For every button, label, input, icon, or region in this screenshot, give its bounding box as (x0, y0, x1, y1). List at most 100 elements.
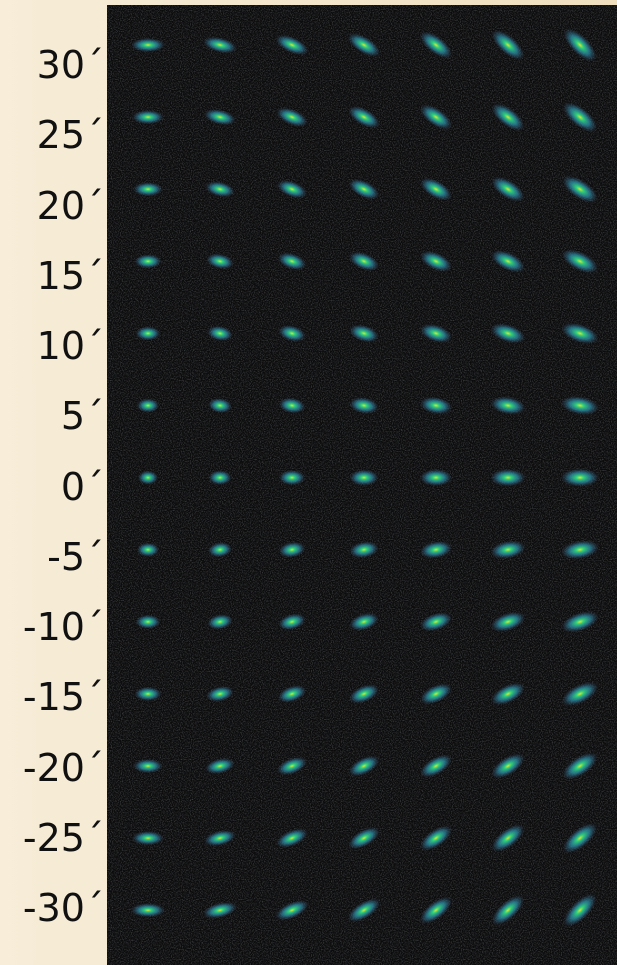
spot (561, 540, 599, 560)
spot (420, 683, 452, 705)
spot (562, 175, 598, 203)
spot (420, 324, 452, 343)
spot (135, 614, 161, 629)
spot (204, 109, 236, 126)
spot (277, 756, 307, 776)
spot (561, 249, 599, 274)
spot (491, 753, 525, 779)
row-label: -25´ (22, 815, 104, 860)
row-label: 25´ (36, 113, 104, 158)
spot (278, 613, 306, 631)
spot (276, 107, 308, 127)
spot (562, 752, 598, 780)
row-label: -20´ (22, 745, 104, 790)
spot (490, 323, 526, 344)
spot (561, 468, 599, 487)
spot (204, 830, 236, 847)
spot (420, 104, 452, 130)
spot (420, 250, 452, 272)
spot (349, 251, 379, 271)
spot (132, 110, 164, 125)
row-label: 20´ (36, 183, 104, 228)
spot (205, 758, 235, 774)
spot (491, 103, 525, 131)
spot (276, 828, 308, 848)
spot (207, 614, 233, 630)
spot (561, 681, 599, 706)
spot (419, 31, 453, 59)
spot (277, 180, 307, 199)
spot (420, 396, 452, 415)
spot (561, 322, 599, 344)
spot (208, 398, 232, 413)
spot (208, 470, 232, 485)
spot (347, 898, 381, 922)
spot (278, 397, 306, 414)
row-label: 5´ (60, 394, 104, 439)
spot (349, 397, 379, 414)
spot (561, 611, 599, 633)
spot (138, 470, 158, 485)
spot (203, 36, 237, 54)
spot (134, 686, 162, 701)
spot (279, 469, 305, 486)
row-label: 0´ (60, 464, 104, 509)
spot (206, 686, 234, 702)
spot (208, 542, 232, 558)
spot (135, 326, 161, 341)
spot (349, 541, 379, 558)
spot (420, 469, 452, 486)
spot (205, 181, 235, 198)
spot (132, 831, 164, 846)
row-label: -15´ (22, 675, 104, 720)
spot (561, 396, 599, 415)
spot (136, 398, 160, 413)
spot (275, 900, 309, 921)
spot (134, 254, 162, 269)
spot (490, 611, 526, 632)
spot (347, 33, 381, 57)
spot (275, 35, 309, 55)
spot (491, 176, 525, 202)
spot (490, 540, 526, 559)
row-label: -10´ (22, 605, 104, 649)
spot (420, 541, 452, 559)
spot (348, 827, 380, 850)
spot (133, 182, 163, 197)
row-label: -30´ (22, 886, 104, 930)
spot (133, 759, 163, 773)
spot (277, 685, 307, 703)
spot (278, 325, 306, 342)
spot (420, 612, 452, 632)
spot (490, 468, 526, 487)
spots (131, 28, 599, 927)
spot (131, 38, 165, 52)
spot (349, 469, 379, 486)
row-label: 30´ (36, 43, 104, 87)
spot (490, 396, 526, 415)
spot (277, 252, 307, 270)
spot (349, 324, 379, 343)
spot (563, 28, 597, 62)
spot (348, 178, 380, 200)
spot (491, 250, 525, 273)
spot (349, 684, 379, 704)
spot (420, 825, 452, 851)
spot (278, 541, 306, 558)
spot (203, 902, 237, 919)
spot (349, 612, 379, 631)
spot (491, 30, 525, 60)
row-label: 15´ (36, 253, 104, 298)
spot (491, 895, 525, 926)
spot-diagram (107, 5, 617, 965)
spot (136, 542, 160, 557)
spot (491, 824, 525, 852)
spot (420, 754, 452, 778)
spot (131, 903, 165, 918)
spot (563, 102, 597, 133)
spot (348, 106, 380, 129)
spot (563, 893, 597, 927)
spot (563, 823, 597, 854)
spot (491, 682, 525, 706)
